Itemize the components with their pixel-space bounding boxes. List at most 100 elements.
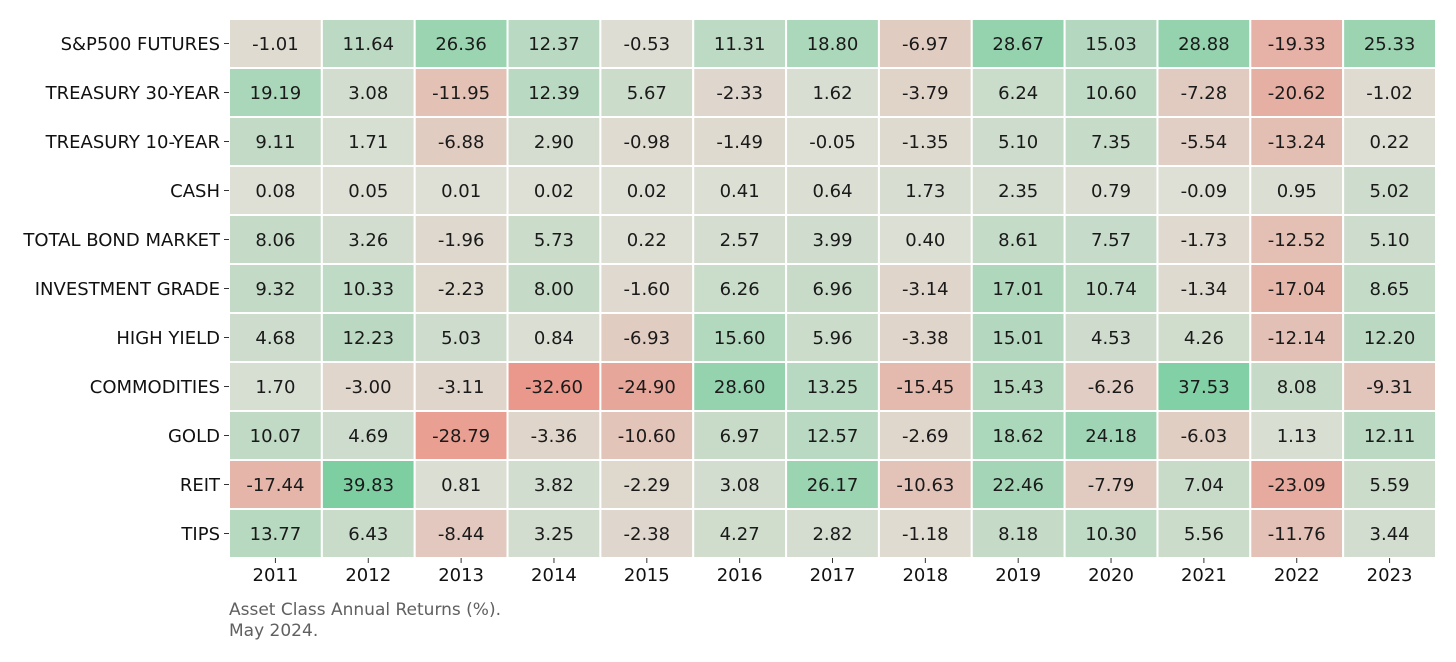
heatmap-cell-high-yield-2017 xyxy=(785,312,880,363)
cell-value-commodities-2019: 15.43 xyxy=(992,377,1044,398)
cell-value-reit-2020: -7.79 xyxy=(1088,475,1135,496)
col-label-2023: 2023 xyxy=(1367,565,1413,586)
cell-value-high-yield-2020: 4.53 xyxy=(1091,328,1131,349)
cell-value-cash-2020: 0.79 xyxy=(1091,181,1131,202)
cell-value-gold-2023: 12.11 xyxy=(1364,426,1416,447)
cell-value-gold-2015: -10.60 xyxy=(618,426,676,447)
cell-value-sandp500-futures-2020: 15.03 xyxy=(1085,34,1137,55)
heatmap-cell-reit-2016 xyxy=(692,459,788,510)
heatmap-cell-sandp500-futures-2022 xyxy=(1249,18,1345,69)
heatmap-cell-treasury-30-year-2011 xyxy=(228,67,323,118)
heatmap-cell-gold-2018 xyxy=(877,410,973,461)
cell-value-reit-2019: 22.46 xyxy=(992,475,1044,496)
cell-value-sandp500-futures-2023: 25.33 xyxy=(1364,34,1416,55)
cell-value-reit-2016: 3.08 xyxy=(720,475,760,496)
heatmap-cell-commodities-2018 xyxy=(877,361,973,412)
cell-value-treasury-10-year-2014: 2.90 xyxy=(534,132,574,153)
heatmap-cell-cash-2019 xyxy=(970,165,1066,216)
heatmap-cell-treasury-30-year-2018 xyxy=(877,67,973,118)
heatmap-cell-investment-grade-2018 xyxy=(877,263,973,314)
cell-value-treasury-30-year-2012: 3.08 xyxy=(348,83,388,104)
cell-value-high-yield-2023: 12.20 xyxy=(1364,328,1416,349)
cell-value-investment-grade-2011: 9.32 xyxy=(255,279,295,300)
cell-value-high-yield-2022: -12.14 xyxy=(1268,328,1326,349)
cell-value-total-bond-market-2017: 3.99 xyxy=(812,230,852,251)
heatmap-cell-treasury-30-year-2023 xyxy=(1342,67,1438,118)
heatmap-cell-treasury-10-year-2021 xyxy=(1156,116,1252,167)
cell-value-commodities-2016: 28.60 xyxy=(714,377,766,398)
heatmap-cell-total-bond-market-2022 xyxy=(1249,214,1345,265)
heatmap-cell-cash-2016 xyxy=(692,165,788,216)
cell-value-treasury-30-year-2011: 19.19 xyxy=(250,83,302,104)
cell-value-investment-grade-2018: -3.14 xyxy=(902,279,949,300)
heatmap-cell-total-bond-market-2014 xyxy=(506,214,602,265)
cell-value-high-yield-2015: -6.93 xyxy=(624,328,671,349)
heatmap-cell-high-yield-2013 xyxy=(413,312,509,363)
col-label-2022: 2022 xyxy=(1274,565,1320,586)
cell-value-commodities-2022: 8.08 xyxy=(1277,377,1317,398)
row-label-treasury-10-year: TREASURY 10-YEAR xyxy=(45,132,220,153)
cell-value-treasury-30-year-2015: 5.67 xyxy=(627,83,667,104)
col-label-2014: 2014 xyxy=(531,565,577,586)
cell-value-high-yield-2011: 4.68 xyxy=(255,328,295,349)
cell-value-tips-2021: 5.56 xyxy=(1184,524,1224,545)
heatmap-cell-commodities-2023 xyxy=(1342,361,1438,412)
col-label-2011: 2011 xyxy=(253,565,299,586)
cell-value-gold-2020: 24.18 xyxy=(1085,426,1137,447)
cell-value-total-bond-market-2023: 5.10 xyxy=(1370,230,1410,251)
cell-value-investment-grade-2012: 10.33 xyxy=(343,279,395,300)
cell-value-total-bond-market-2018: 0.40 xyxy=(905,230,945,251)
heatmap-cell-investment-grade-2021 xyxy=(1156,263,1252,314)
cell-value-tips-2012: 6.43 xyxy=(348,524,388,545)
heatmap-cell-tips-2011 xyxy=(228,508,323,559)
cell-value-high-yield-2014: 0.84 xyxy=(534,328,574,349)
cell-value-reit-2015: -2.29 xyxy=(624,475,671,496)
cell-value-gold-2021: -6.03 xyxy=(1181,426,1228,447)
cell-value-total-bond-market-2016: 2.57 xyxy=(720,230,760,251)
cell-value-treasury-10-year-2018: -1.35 xyxy=(902,132,949,153)
heatmap-cell-sandp500-futures-2018 xyxy=(877,18,973,69)
heatmap-cell-investment-grade-2023 xyxy=(1342,263,1438,314)
cell-value-sandp500-futures-2013: 26.36 xyxy=(435,34,487,55)
cell-value-treasury-30-year-2020: 10.60 xyxy=(1085,83,1137,104)
cell-value-investment-grade-2023: 8.65 xyxy=(1370,279,1410,300)
col-label-2012: 2012 xyxy=(345,565,391,586)
heatmap-cell-investment-grade-2013 xyxy=(413,263,509,314)
heatmap-cell-treasury-10-year-2015 xyxy=(599,116,695,167)
cell-value-high-yield-2013: 5.03 xyxy=(441,328,481,349)
heatmap-cell-tips-2022 xyxy=(1249,508,1345,559)
heatmap-cell-total-bond-market-2013 xyxy=(413,214,509,265)
cell-value-commodities-2021: 37.53 xyxy=(1178,377,1230,398)
heatmap-cell-investment-grade-2020 xyxy=(1063,263,1159,314)
heatmap-cell-treasury-30-year-2017 xyxy=(785,67,880,118)
heatmap-cell-treasury-30-year-2016 xyxy=(692,67,788,118)
cell-value-investment-grade-2017: 6.96 xyxy=(812,279,852,300)
cell-value-reit-2011: -17.44 xyxy=(246,475,304,496)
cell-value-tips-2016: 4.27 xyxy=(720,524,760,545)
cell-value-investment-grade-2021: -1.34 xyxy=(1181,279,1228,300)
cell-value-commodities-2018: -15.45 xyxy=(896,377,954,398)
cell-value-high-yield-2019: 15.01 xyxy=(992,328,1044,349)
heatmap-cell-gold-2014 xyxy=(506,410,602,461)
cell-value-treasury-30-year-2018: -3.79 xyxy=(902,83,949,104)
heatmap-cell-total-bond-market-2017 xyxy=(785,214,880,265)
cell-value-reit-2021: 7.04 xyxy=(1184,475,1224,496)
heatmap-cell-treasury-30-year-2013 xyxy=(413,67,509,118)
cell-value-sandp500-futures-2022: -19.33 xyxy=(1268,34,1326,55)
cell-value-total-bond-market-2020: 7.57 xyxy=(1091,230,1131,251)
cell-value-treasury-30-year-2016: -2.33 xyxy=(716,83,763,104)
heatmap-cell-cash-2023 xyxy=(1342,165,1438,216)
cell-value-tips-2020: 10.30 xyxy=(1085,524,1137,545)
row-label-commodities: COMMODITIES xyxy=(90,377,220,398)
cell-value-gold-2012: 4.69 xyxy=(348,426,388,447)
cell-value-total-bond-market-2013: -1.96 xyxy=(438,230,485,251)
cell-value-cash-2018: 1.73 xyxy=(905,181,945,202)
heatmap-cell-tips-2014 xyxy=(506,508,602,559)
heatmap-cell-treasury-30-year-2020 xyxy=(1063,67,1159,118)
heatmap-cell-tips-2019 xyxy=(970,508,1066,559)
heatmap-cell-high-yield-2019 xyxy=(970,312,1066,363)
cell-value-treasury-10-year-2012: 1.71 xyxy=(348,132,388,153)
heatmap-cell-reit-2019 xyxy=(970,459,1066,510)
cell-value-cash-2011: 0.08 xyxy=(255,181,295,202)
